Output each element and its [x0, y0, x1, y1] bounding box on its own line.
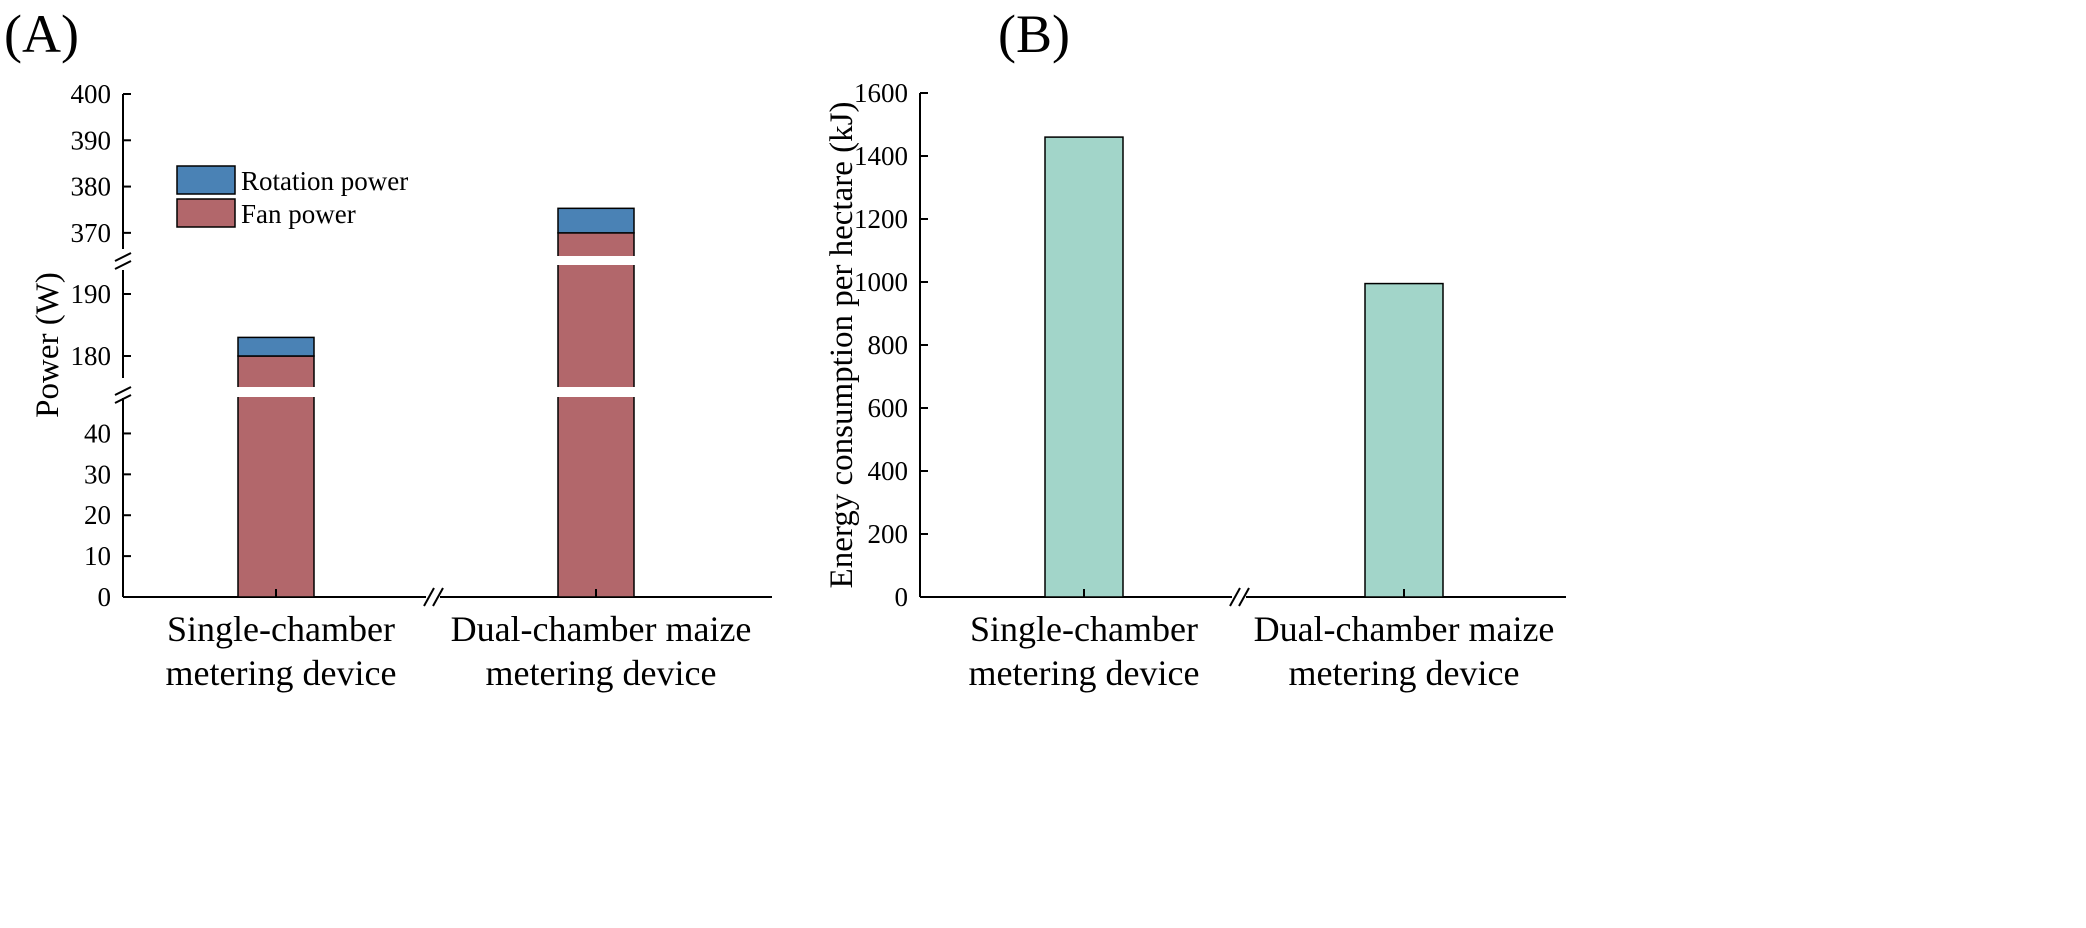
y-tick-label-b: 800	[868, 330, 909, 360]
y-tick-label-a: 370	[71, 218, 112, 248]
x-axis-break-mark	[423, 587, 435, 607]
legend-label-a: Fan power	[241, 199, 356, 229]
y-tick-label-b: 200	[868, 519, 909, 549]
bar-break-gap	[556, 387, 636, 397]
y-axis-break-mark	[114, 386, 132, 396]
x-category-label-b: Dual-chamber maize	[1254, 609, 1555, 649]
y-tick-label-a: 10	[84, 541, 111, 571]
y-axis-label-a: Power (W)	[30, 272, 66, 418]
bar-b	[1364, 282, 1444, 598]
panel-label-b: (B)	[998, 4, 1070, 64]
bar-b	[1044, 136, 1124, 598]
x-category-label-b: metering device	[969, 653, 1200, 693]
y-tick-label-a: 20	[84, 500, 111, 530]
y-tick-label-b: 0	[895, 582, 909, 612]
y-tick-label-b: 600	[868, 393, 909, 423]
x-category-label-a: metering device	[166, 653, 397, 693]
y-tick-label-a: 400	[71, 79, 112, 109]
x-category-label-a: metering device	[486, 653, 717, 693]
bar-a-rotation	[237, 336, 315, 357]
y-tick-label-a: 30	[84, 459, 111, 489]
y-axis-break-mark	[114, 252, 132, 262]
y-tick-label-b: 1600	[854, 78, 908, 108]
x-category-label-a: Single-chamber	[167, 609, 395, 649]
y-tick-label-b: 1400	[854, 141, 908, 171]
bar-a-fan	[557, 232, 635, 598]
bar-break-gap	[236, 387, 316, 397]
y-tick-label-a: 180	[71, 341, 112, 371]
y-tick-label-a: 40	[84, 418, 111, 448]
y-tick-label-b: 400	[868, 456, 909, 486]
x-axis-break-mark	[1238, 587, 1250, 607]
y-tick-label-a: 190	[71, 279, 112, 309]
y-tick-label-a: 0	[98, 582, 112, 612]
y-tick-label-b: 1200	[854, 204, 908, 234]
y-axis-label-b: Energy consumption per hectare (kJ)	[824, 102, 860, 589]
y-tick-label-a: 380	[71, 172, 112, 202]
legend-swatch-a	[176, 165, 236, 195]
x-axis-break-mark	[1229, 587, 1241, 607]
bar-break-gap	[556, 256, 636, 265]
bar-a-rotation	[557, 207, 635, 234]
y-tick-label-a: 390	[71, 125, 112, 155]
panel-label-a: (A)	[4, 4, 79, 64]
y-axis-break-mark	[114, 394, 132, 404]
chart-a: 0 10 20 30 40 180 190 370 380 390 400 Single-chambe…	[30, 79, 772, 693]
y-tick-label-b: 1000	[854, 267, 908, 297]
chart-b: 0 200 400 600 800 1000 1200 1400 1600 Single-cham…	[824, 78, 1566, 693]
y-axis-break-mark	[114, 260, 132, 270]
x-category-label-b: metering device	[1289, 653, 1520, 693]
x-category-label-b: Single-chamber	[970, 609, 1198, 649]
legend-label-a: Rotation power	[241, 166, 408, 196]
x-category-label-a: Dual-chamber maize	[451, 609, 752, 649]
x-axis-break-mark	[432, 587, 444, 607]
legend-swatch-a	[176, 198, 236, 228]
